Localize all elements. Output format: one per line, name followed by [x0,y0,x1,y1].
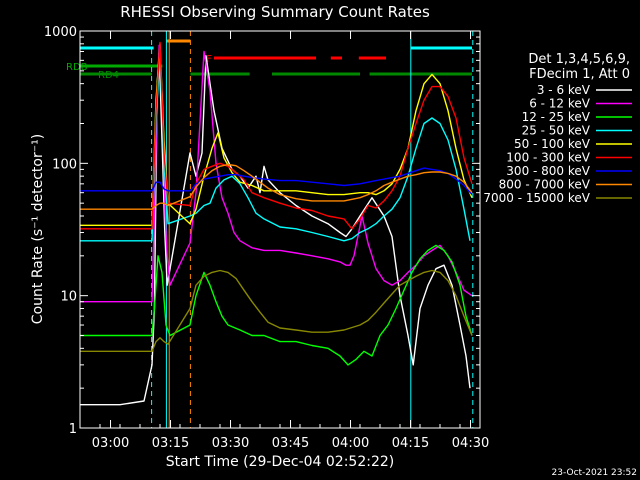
x-tick-label-2: 03:30 [212,436,249,451]
x-tick-label-3: 03:45 [272,436,309,451]
series-line-7 [80,163,473,210]
x-tick-label-4: 04:00 [332,436,369,451]
x-tick-label-0: 03:00 [92,436,129,451]
legend-label-8: 7000 - 15000 keV [483,191,590,205]
info-line-2: FDecim 1, Att 0 [529,67,630,82]
legend-label-4: 50 - 100 keV [514,137,591,151]
x-tick-label-5: 04:15 [392,436,429,451]
x-tick-label-1: 03:15 [152,436,189,451]
y-axis-label: Count Rate (s⁻¹ detector⁻¹) [30,134,46,324]
legend-label-3: 25 - 50 keV [522,124,591,138]
series-line-1 [80,44,473,303]
x-axis-label: Start Time (29-Dec-04 02:52:22) [166,454,394,470]
series-group [80,41,473,406]
y-tick-label-1: 10 [60,290,77,305]
legend-label-6: 300 - 800 keV [506,164,590,178]
state-bar-label-0: RDB [66,62,88,73]
legend-label-1: 6 - 12 keV [529,97,591,111]
y-tick-label-2: 100 [52,157,77,172]
state-bars: RDB RD4 F [66,39,472,81]
legend-label-0: 3 - 6 keV [537,83,591,97]
chart-title: RHESSI Observing Summary Count Rates [120,3,430,21]
state-bar-label-2: F [206,54,212,65]
series-line-3 [80,50,471,242]
series-line-8 [80,269,473,352]
axis-ticks: 03:00 03:15 03:30 03:45 04:00 04:15 04:30 1 10 10… [44,25,489,451]
series-line-0 [80,50,471,406]
legend-label-2: 12 - 25 keV [522,110,591,124]
timestamp: 23-Oct-2021 23:52 [552,468,637,478]
y-tick-label-3: 1000 [44,25,77,40]
series-line-6 [80,167,473,196]
y-tick-label-0: 1 [69,422,77,437]
info-line-1: Det 1,3,4,5,6,9, [528,52,630,67]
legend-label-5: 100 - 300 keV [506,151,590,165]
series-line-2 [80,244,473,366]
x-tick-label-6: 04:30 [452,436,489,451]
state-bar-label-1: RD4 [98,70,119,81]
legend-label-7: 800 - 7000 keV [499,178,591,192]
